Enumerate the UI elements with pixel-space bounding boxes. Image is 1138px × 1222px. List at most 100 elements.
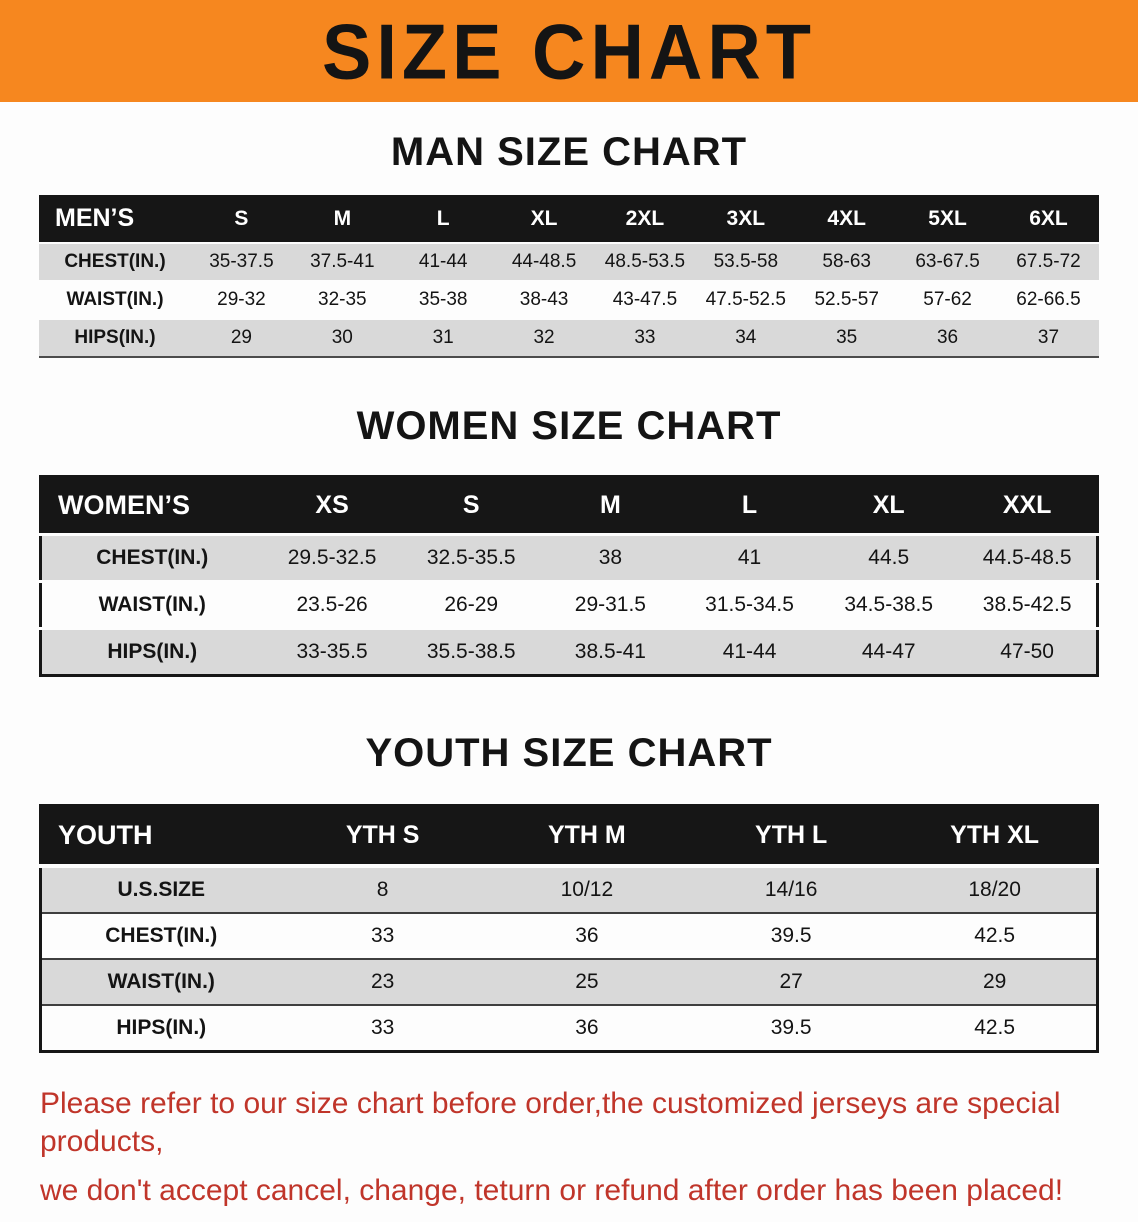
value-cell: 35-37.5: [191, 242, 292, 281]
value-cell: 35: [796, 318, 898, 357]
row-label-cell: CHEST(IN.): [39, 242, 191, 281]
size-column-header: YTH M: [484, 805, 689, 868]
women-size-chart-heading: WOMEN SIZE CHART: [356, 404, 782, 448]
size-column-header: S: [191, 195, 292, 243]
table-category-header: MEN’S: [39, 195, 191, 243]
table-header-row: YOUTH YTH S YTH M YTH L YTH XL: [40, 805, 1098, 868]
men-size-table: MEN’S S M L XL 2XL 3XL 4XL 5XL 6XL CHEST(IN.) 35-37…: [39, 195, 1099, 358]
table-row: CHEST(IN.) 35-37.5 37.5-41 41-44 44-48.5 48.5…: [39, 242, 1099, 281]
value-cell: 23.5-26: [262, 580, 402, 629]
value-cell: 25: [484, 958, 689, 1005]
value-cell: 33-35.5: [262, 627, 402, 676]
table-row: CHEST(IN.) 33 36 39.5 42.5: [40, 912, 1098, 959]
table-row: WAIST(IN.) 23 25 27 29: [40, 958, 1098, 1005]
row-label-cell: WAIST(IN.): [40, 580, 263, 629]
value-cell: 30: [291, 318, 393, 357]
value-cell: 67.5-72: [998, 242, 1099, 281]
youth-size-chart-heading: YOUTH SIZE CHART: [365, 731, 773, 775]
row-label-cell: HIPS(IN.): [40, 627, 263, 676]
table-category-header: WOMEN’S: [40, 476, 263, 536]
youth-size-table: YOUTH YTH S YTH M YTH L YTH XL U.S.SIZE 8 10/12…: [39, 804, 1099, 1053]
value-cell: 38: [540, 533, 680, 582]
value-cell: 39.5: [689, 912, 894, 959]
value-cell: 33: [280, 912, 485, 959]
size-column-header: M: [291, 195, 393, 243]
disclaimer-line-2: we don't accept cancel, change, teturn o…: [40, 1174, 1064, 1207]
size-column-header: L: [392, 195, 494, 243]
value-cell: 31.5-34.5: [679, 580, 820, 629]
table-header-row: MEN’S S M L XL 2XL 3XL 4XL 5XL 6XL: [39, 195, 1099, 243]
value-cell: 26-29: [401, 580, 541, 629]
size-column-header: M: [540, 476, 680, 536]
men-size-chart-heading: MAN SIZE CHART: [390, 130, 748, 174]
value-cell: 47.5-52.5: [695, 280, 797, 319]
value-cell: 44-47: [819, 627, 959, 676]
value-cell: 42.5: [893, 912, 1098, 959]
value-cell: 31: [392, 318, 494, 357]
size-column-header: XL: [819, 476, 959, 536]
value-cell: 44.5-48.5: [958, 533, 1098, 582]
value-cell: 41: [679, 533, 820, 582]
value-cell: 27: [689, 958, 894, 1005]
table-row: U.S.SIZE 8 10/12 14/16 18/20: [40, 866, 1098, 913]
table-row: HIPS(IN.) 33 36 39.5 42.5: [40, 1004, 1098, 1052]
page-title: SIZE CHART: [322, 7, 816, 95]
row-label-cell: WAIST(IN.): [39, 280, 191, 319]
value-cell: 33: [594, 318, 696, 357]
value-cell: 29-32: [191, 280, 292, 319]
value-cell: 29: [893, 958, 1098, 1005]
value-cell: 29-31.5: [540, 580, 680, 629]
value-cell: 42.5: [893, 1004, 1098, 1052]
size-column-header: XXL: [958, 476, 1098, 536]
size-column-header: 5XL: [897, 195, 998, 243]
value-cell: 52.5-57: [796, 280, 898, 319]
size-column-header: L: [679, 476, 820, 536]
size-column-header: XL: [493, 195, 595, 243]
value-cell: 32-35: [291, 280, 393, 319]
value-cell: 41-44: [392, 242, 494, 281]
size-column-header: 4XL: [796, 195, 898, 243]
row-label-cell: U.S.SIZE: [40, 866, 281, 913]
value-cell: 63-67.5: [897, 242, 998, 281]
disclaimer: Please refer to our size chart before or…: [40, 1085, 1098, 1210]
table-row: HIPS(IN.) 33-35.5 35.5-38.5 38.5-41 41-44 44-…: [40, 627, 1098, 676]
banner: SIZE CHART: [0, 0, 1138, 102]
size-column-header: 6XL: [998, 195, 1099, 243]
row-label-cell: HIPS(IN.): [40, 1004, 281, 1052]
value-cell: 29: [191, 318, 292, 357]
youth-size-chart-section: YOUTH SIZE CHART YOUTH YTH S YTH M YTH L YTH…: [0, 731, 1138, 1053]
value-cell: 23: [280, 958, 485, 1005]
value-cell: 62-66.5: [998, 280, 1099, 319]
women-size-chart-section: WOMEN SIZE CHART WOMEN’S XS S M L XL XXL CHEST(…: [0, 404, 1138, 677]
size-column-header: 3XL: [695, 195, 797, 243]
men-size-chart-section: MAN SIZE CHART MEN’S S M L XL 2XL 3XL 4XL 5XL 6XL…: [0, 130, 1138, 358]
row-label-cell: WAIST(IN.): [40, 958, 281, 1005]
value-cell: 47-50: [958, 627, 1098, 676]
value-cell: 37: [998, 318, 1099, 357]
size-column-header: 2XL: [594, 195, 696, 243]
value-cell: 8: [280, 866, 485, 913]
value-cell: 36: [484, 1004, 689, 1052]
size-column-header: S: [401, 476, 541, 536]
value-cell: 10/12: [484, 866, 689, 913]
table-row: WAIST(IN.) 29-32 32-35 35-38 38-43 43-47.5 47.…: [39, 280, 1099, 319]
value-cell: 35-38: [392, 280, 494, 319]
value-cell: 34: [695, 318, 797, 357]
value-cell: 29.5-32.5: [262, 533, 402, 582]
size-column-header: XS: [262, 476, 402, 536]
value-cell: 58-63: [796, 242, 898, 281]
table-row: HIPS(IN.) 29 30 31 32 33 34 35 36 37: [39, 318, 1099, 357]
size-column-header: YTH S: [280, 805, 485, 868]
women-size-table: WOMEN’S XS S M L XL XXL CHEST(IN.) 29.5-32.5 32.5…: [39, 475, 1099, 677]
value-cell: 38.5-41: [540, 627, 680, 676]
value-cell: 34.5-38.5: [819, 580, 959, 629]
table-category-header: YOUTH: [40, 805, 281, 868]
row-label-cell: CHEST(IN.): [40, 912, 281, 959]
value-cell: 35.5-38.5: [401, 627, 541, 676]
disclaimer-line-1: Please refer to our size chart before or…: [40, 1087, 1061, 1158]
value-cell: 38-43: [493, 280, 595, 319]
value-cell: 48.5-53.5: [594, 242, 696, 281]
value-cell: 36: [484, 912, 689, 959]
value-cell: 43-47.5: [594, 280, 696, 319]
row-label-cell: CHEST(IN.): [40, 533, 263, 582]
